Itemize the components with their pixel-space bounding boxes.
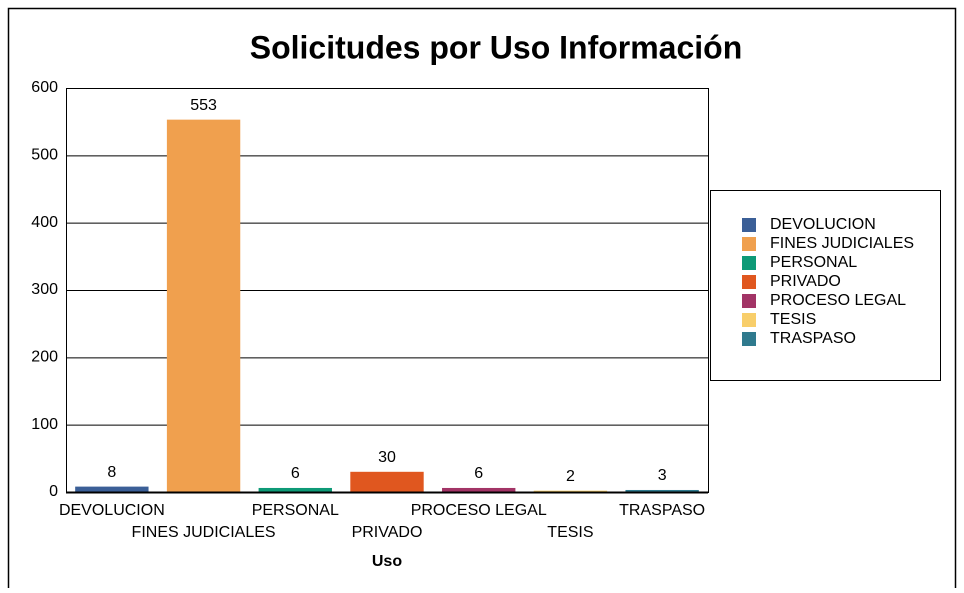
legend-swatch [742, 218, 756, 232]
x-tick-label: TRASPASO [619, 502, 705, 519]
legend-label: PROCESO LEGAL [770, 292, 906, 309]
x-axis-label: Uso [372, 553, 402, 570]
data-label: 553 [190, 97, 217, 114]
legend-label: PERSONAL [770, 254, 857, 271]
y-tick-label: 100 [31, 416, 58, 433]
bar [350, 471, 424, 492]
x-tick-label: TESIS [547, 524, 593, 541]
legend-swatch [742, 256, 756, 270]
legend-label: PRIVADO [770, 273, 841, 290]
y-tick-label: 600 [31, 79, 58, 96]
y-tick-label: 0 [49, 483, 58, 500]
y-tick-label: 400 [31, 214, 58, 231]
data-label: 30 [378, 449, 396, 466]
y-tick-label: 200 [31, 349, 58, 366]
legend-label: DEVOLUCION [770, 216, 876, 233]
legend-label: TESIS [770, 311, 816, 328]
data-label: 6 [291, 465, 300, 482]
x-tick-label: FINES JUDICIALES [132, 524, 276, 541]
x-tick-label: PRIVADO [352, 524, 423, 541]
data-label: 3 [658, 467, 667, 484]
x-tick-label: DEVOLUCION [59, 502, 165, 519]
bar [442, 487, 516, 492]
bar [258, 487, 332, 492]
legend-swatch [742, 313, 756, 327]
legend-swatch [742, 332, 756, 346]
chart-title: Solicitudes por Uso Información [250, 29, 743, 65]
legend-swatch [742, 275, 756, 289]
legend-label: FINES JUDICIALES [770, 235, 914, 252]
y-tick-label: 500 [31, 147, 58, 164]
data-label: 6 [474, 465, 483, 482]
legend-swatch [742, 237, 756, 251]
legend-swatch [742, 294, 756, 308]
data-label: 8 [107, 464, 116, 481]
x-tick-label: PROCESO LEGAL [411, 502, 547, 519]
y-tick-label: 300 [31, 281, 58, 298]
data-label: 2 [566, 468, 575, 485]
bar [625, 489, 699, 492]
bar [75, 486, 149, 492]
x-tick-label: PERSONAL [252, 502, 339, 519]
legend-label: TRASPASO [770, 330, 856, 347]
bar [166, 119, 241, 492]
bar [533, 490, 608, 492]
